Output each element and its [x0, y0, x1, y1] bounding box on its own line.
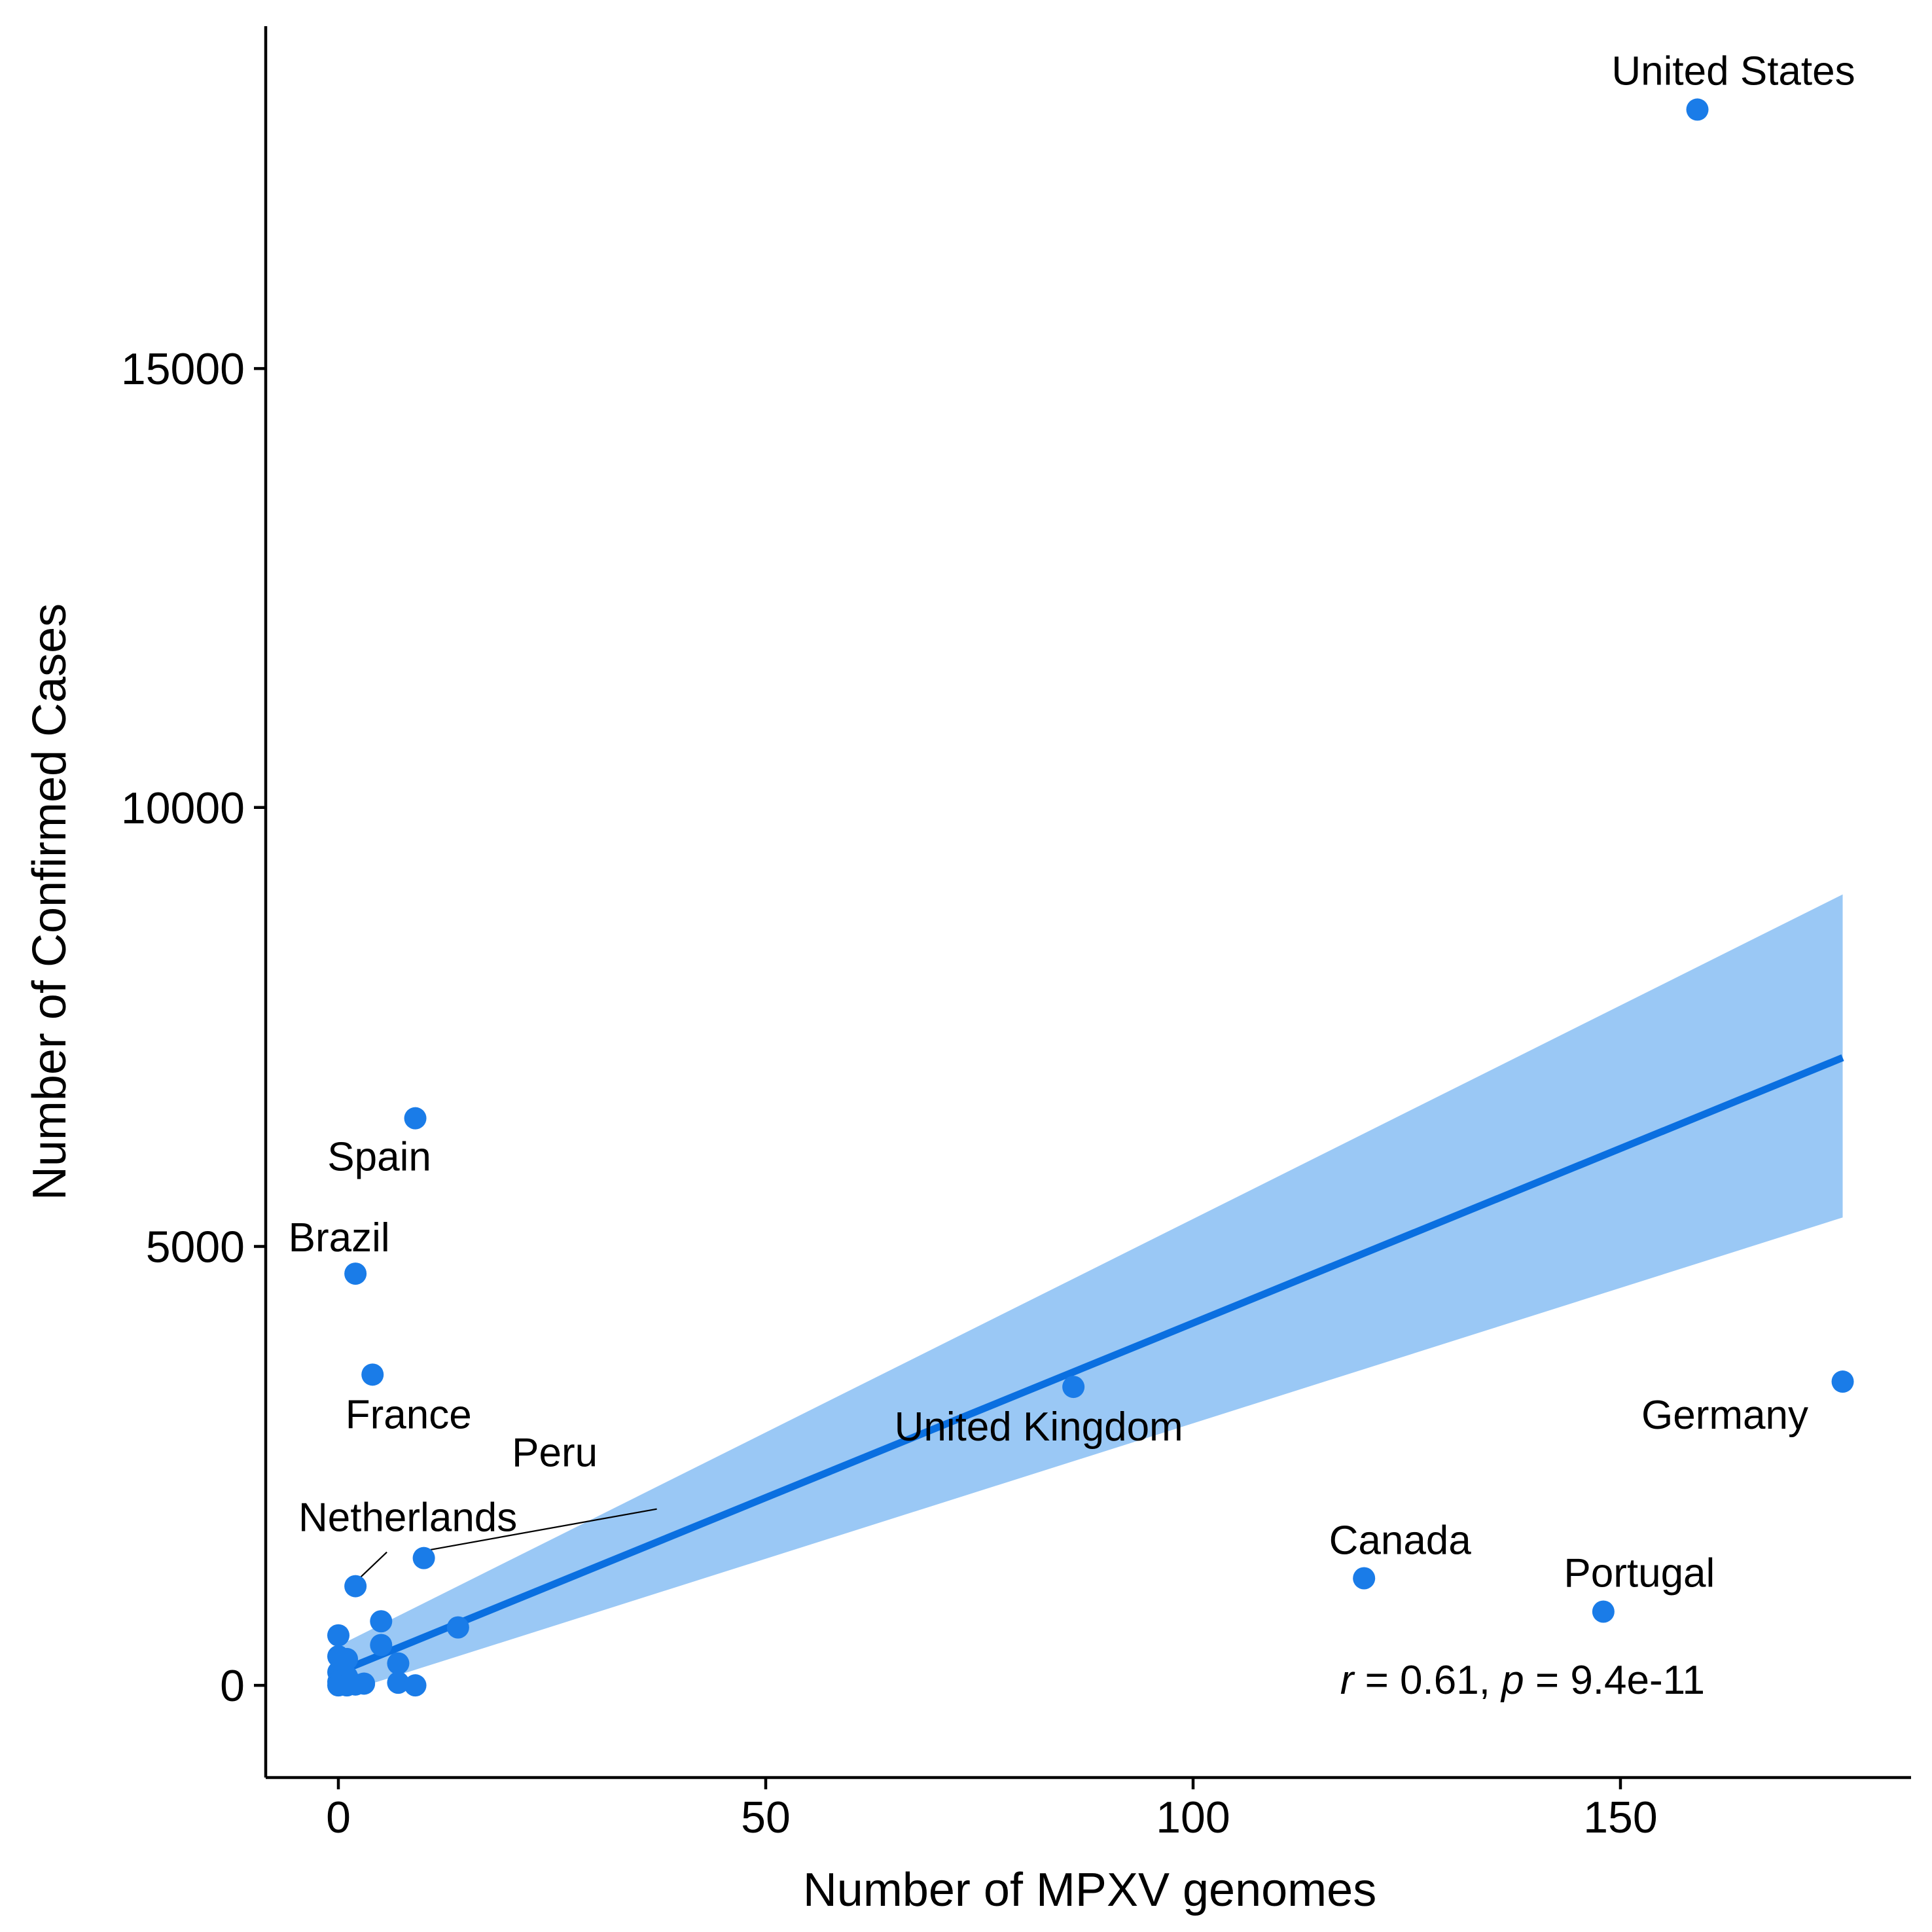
data-point	[336, 1674, 359, 1697]
point-label-peru: Peru	[512, 1431, 598, 1476]
data-point	[336, 1647, 359, 1670]
data-point-spain	[404, 1107, 427, 1130]
y-tick-label: 0	[220, 1661, 245, 1711]
data-point-france	[361, 1363, 384, 1386]
data-point-brazil	[344, 1262, 367, 1285]
point-label-germany: Germany	[1641, 1393, 1808, 1438]
data-point	[404, 1674, 427, 1697]
data-point-germany	[1831, 1370, 1854, 1393]
point-label-portugal: Portugal	[1564, 1550, 1715, 1596]
data-point	[370, 1634, 393, 1656]
data-point-portugal	[1592, 1600, 1615, 1623]
x-axis-title: Number of MPXV genomes	[803, 1864, 1376, 1916]
data-point-canada	[1353, 1567, 1376, 1590]
y-tick-label: 5000	[146, 1222, 245, 1272]
confidence-band-layer	[338, 894, 1843, 1694]
data-point	[353, 1672, 376, 1695]
x-tick-label: 150	[1583, 1793, 1657, 1842]
regression-line	[336, 1054, 1844, 1676]
label-leader-layer	[359, 1508, 657, 1579]
point-label-netherlands: Netherlands	[298, 1495, 517, 1541]
x-tick-label: 50	[741, 1793, 791, 1842]
p-symbol: p	[1500, 1658, 1524, 1703]
point-label-layer: United States Spain Brazil France United Kin…	[289, 48, 1855, 1596]
point-label-brazil: Brazil	[289, 1215, 390, 1261]
leader-line-netherlands	[359, 1551, 387, 1579]
correlation-annotation: r = 0.61, p = 9.4e-11	[1340, 1658, 1705, 1703]
p-value-text: = 9.4e-11	[1524, 1658, 1705, 1703]
data-point-united-kingdom	[1062, 1376, 1085, 1399]
r-value-text: = 0.61,	[1353, 1658, 1501, 1703]
x-tick-label: 100	[1156, 1793, 1230, 1842]
data-point	[370, 1610, 393, 1633]
r-symbol: r	[1340, 1658, 1355, 1703]
data-point-layer	[327, 98, 1854, 1697]
point-label-canada: Canada	[1329, 1518, 1472, 1564]
confidence-band	[338, 894, 1843, 1694]
data-point	[327, 1624, 350, 1647]
regression-line-layer	[336, 1054, 1844, 1676]
point-label-united-states: United States	[1611, 48, 1855, 94]
data-point-peru	[412, 1547, 435, 1569]
data-point-netherlands	[344, 1575, 367, 1598]
point-label-united-kingdom: United Kingdom	[895, 1404, 1183, 1450]
point-label-spain: Spain	[327, 1135, 431, 1180]
point-label-france: France	[346, 1392, 472, 1437]
axes: 0 50 100 150 0 5000 10000 15000	[121, 26, 1911, 1842]
data-point	[387, 1652, 410, 1675]
data-point	[446, 1616, 469, 1639]
data-point	[387, 1672, 410, 1694]
data-point-united-states	[1686, 98, 1709, 121]
y-tick-label: 15000	[121, 344, 245, 394]
leader-line-peru	[427, 1508, 657, 1551]
y-axis-title: Number of Confirmed Cases	[24, 603, 76, 1200]
x-tick-label: 0	[326, 1793, 351, 1842]
y-tick-label: 10000	[121, 783, 245, 833]
